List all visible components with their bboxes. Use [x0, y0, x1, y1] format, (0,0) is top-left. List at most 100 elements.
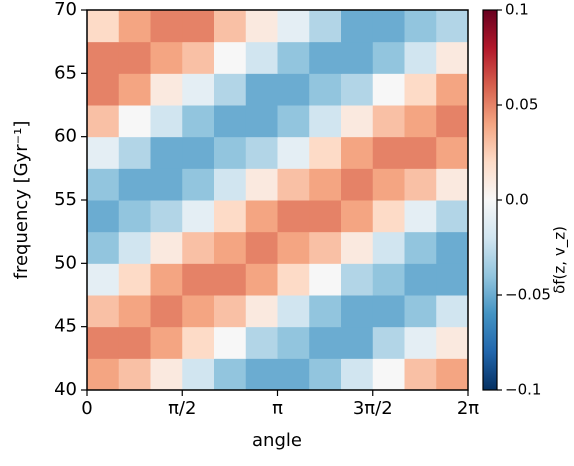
heatmap-cell: [150, 168, 183, 201]
heatmap-cell: [341, 231, 374, 264]
heatmap-cell: [341, 10, 374, 43]
heatmap-cell: [245, 200, 278, 233]
heatmap-cell: [150, 358, 183, 391]
x-axis-label: angle: [252, 430, 302, 451]
heatmap-cell: [404, 10, 437, 43]
heatmap-cell: [309, 168, 342, 201]
heatmap-cell: [245, 263, 278, 296]
colorbar: δf(z, v_z) −0.1 −0.05 0.0 0.05 0.1: [482, 1, 570, 399]
heatmap-cell: [214, 263, 247, 296]
heatmap-cell: [309, 358, 342, 391]
heatmap-cell: [182, 231, 215, 264]
heatmap-cell: [150, 200, 183, 233]
y-tick-label: 65: [54, 62, 77, 83]
heatmap-cell: [277, 168, 310, 201]
heatmap-cell: [404, 136, 437, 169]
heatmap-cell: [87, 358, 120, 391]
heatmap-cell: [436, 326, 469, 359]
heatmap-cell: [277, 231, 310, 264]
colorbar-scale: [482, 9, 498, 391]
y-tick-label: 55: [54, 189, 77, 210]
heatmap-cell: [436, 41, 469, 74]
heatmap-cell: [341, 200, 374, 233]
heatmap-cell: [404, 168, 437, 201]
heatmap-cell: [182, 263, 215, 296]
heatmap-cell: [214, 231, 247, 264]
heatmap-cell: [150, 10, 183, 43]
heatmap-cell: [341, 168, 374, 201]
heatmap-cell: [87, 231, 120, 264]
heatmap-cell: [372, 231, 405, 264]
heatmap-cell: [436, 10, 469, 43]
heatmap-cell: [309, 41, 342, 74]
heatmap-cell: [150, 326, 183, 359]
colorbar-tick-label: −0.1: [505, 381, 541, 399]
heatmap-cell: [118, 168, 151, 201]
heatmap-cell: [150, 105, 183, 138]
heatmap-cell: [309, 10, 342, 43]
heatmap-cell: [341, 358, 374, 391]
heatmap-cell: [150, 136, 183, 169]
heatmap-cell: [277, 136, 310, 169]
heatmap-cell: [150, 263, 183, 296]
heatmap-cell: [341, 105, 374, 138]
heatmap-cell: [118, 41, 151, 74]
heatmap-cell: [341, 41, 374, 74]
heatmap-cell: [372, 358, 405, 391]
heatmap-cell: [150, 73, 183, 106]
heatmap-cell: [118, 295, 151, 328]
heatmap-cell: [436, 168, 469, 201]
heatmap-cell: [214, 295, 247, 328]
heatmap-cell: [150, 231, 183, 264]
heatmap-cell: [118, 200, 151, 233]
heatmap-cell: [118, 326, 151, 359]
heatmap-cell: [214, 73, 247, 106]
heatmap-cell: [245, 10, 278, 43]
heatmap-cell: [182, 358, 215, 391]
heatmap-cell: [436, 263, 469, 296]
colorbar-tick-label: 0.05: [505, 96, 538, 114]
heatmap-cell: [372, 263, 405, 296]
heatmap-cell: [214, 136, 247, 169]
heatmap-cell: [277, 326, 310, 359]
colorbar-label: δf(z, v_z): [551, 226, 570, 294]
heatmap-cell: [118, 105, 151, 138]
heatmap-cell: [182, 326, 215, 359]
heatmap-cell: [245, 295, 278, 328]
heatmap-cell: [404, 231, 437, 264]
heatmap-cell: [245, 136, 278, 169]
heatmap-cell: [87, 136, 120, 169]
heatmap-cell: [214, 200, 247, 233]
heatmap-cell: [277, 200, 310, 233]
axes: 0 π/2 π 3π/2 2π 40 45 50 55 60 65 70: [54, 0, 479, 419]
heatmap-cell: [372, 105, 405, 138]
y-tick-label: 70: [54, 0, 77, 20]
heatmap-cell: [372, 73, 405, 106]
heatmap-cell: [404, 295, 437, 328]
heatmap-cell: [404, 105, 437, 138]
heatmap-cell: [245, 41, 278, 74]
heatmap-cell: [372, 200, 405, 233]
heatmap-cell: [214, 168, 247, 201]
x-tick-label: 3π/2: [353, 398, 393, 419]
y-tick-label: 45: [54, 316, 77, 337]
heatmap-cell: [87, 200, 120, 233]
y-tick-label: 40: [54, 379, 77, 400]
heatmap-cell: [341, 73, 374, 106]
y-tick-label: 60: [54, 126, 77, 147]
heatmap-cell: [182, 10, 215, 43]
heatmap-cell: [87, 168, 120, 201]
heatmap-cell: [87, 326, 120, 359]
heatmap-cell: [214, 358, 247, 391]
heatmap-cell: [341, 136, 374, 169]
heatmap-cell: [182, 73, 215, 106]
heatmap-cell: [87, 295, 120, 328]
heatmap-cell: [372, 295, 405, 328]
heatmap-cell: [404, 326, 437, 359]
heatmap-cell: [436, 358, 469, 391]
heatmap-cell: [245, 105, 278, 138]
heatmap-cell: [277, 295, 310, 328]
heatmap-cell: [245, 231, 278, 264]
